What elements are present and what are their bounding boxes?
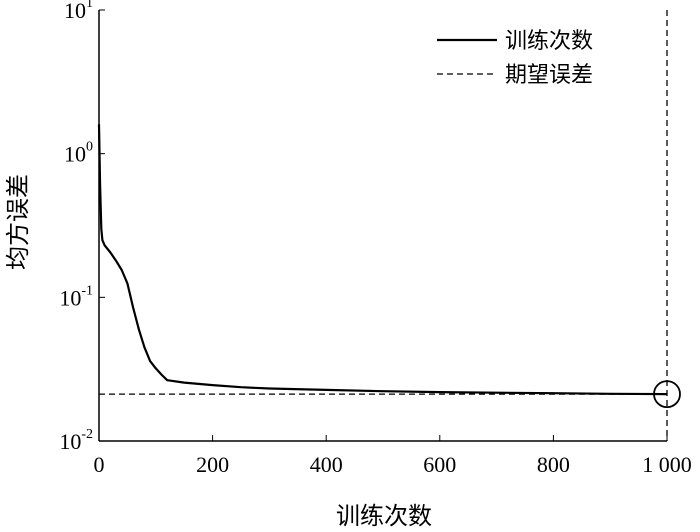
training-error-line — [97, 124, 668, 396]
y-tick-label: 100 — [64, 140, 93, 167]
y-axis-title: 均方误差 — [4, 174, 32, 270]
x-tick-label: 0 — [94, 452, 105, 477]
legend-label: 期望误差 — [505, 63, 593, 88]
y-axis-ticks: 101 100 10-1 10-2 — [59, 0, 105, 454]
legend-label: 训练次数 — [505, 29, 593, 54]
plot-area — [98, 10, 667, 442]
y-tick-label: 10-1 — [59, 283, 93, 310]
x-axis-ticks: 0 200 400 600 800 1 000 — [94, 435, 692, 477]
x-tick-label: 1 000 — [642, 452, 692, 477]
x-tick-label: 200 — [196, 452, 229, 477]
x-tick-label: 400 — [310, 452, 343, 477]
x-tick-label: 800 — [537, 452, 570, 477]
y-tick-label: 101 — [64, 0, 93, 23]
series-layer — [97, 10, 681, 441]
x-axis-title: 训练次数 — [336, 502, 432, 530]
y-tick-label: 10-2 — [59, 427, 93, 454]
x-tick-label: 600 — [423, 452, 456, 477]
